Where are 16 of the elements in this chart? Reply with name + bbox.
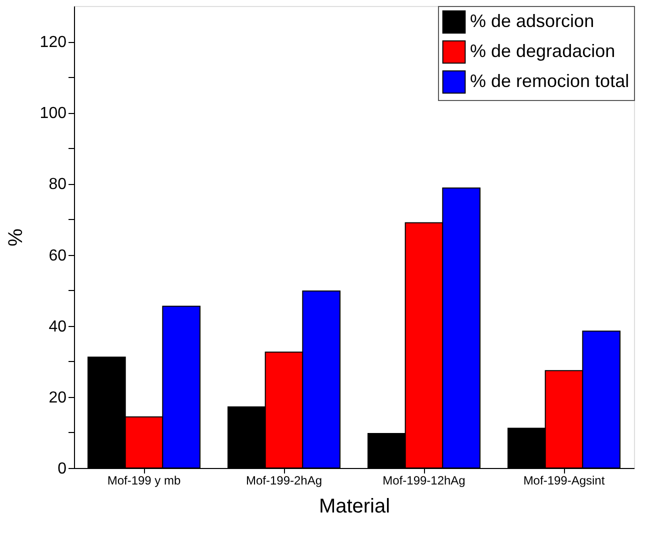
x-tick-label: Mof-199-12hAg [382,474,466,488]
x-tick-label: Mof-199-2hAg [246,474,322,488]
y-tick-label: 100 [40,105,67,122]
y-axis-title: % [4,228,27,246]
y-tick-label: 0 [58,460,67,478]
legend-label: % de remocion total [470,71,630,91]
y-tick-label: 60 [48,247,67,264]
legend-label: % de degradacion [470,41,616,61]
y-tick-label: 80 [48,176,67,194]
x-tick-label: Mof-199 y mb [107,474,182,488]
y-tick-label: 40 [48,318,67,336]
y-tick-label: 20 [48,389,67,406]
y-tick-label: 120 [40,34,67,52]
x-axis-title: Material [318,496,390,518]
legend-label: % de adsorcion [470,11,594,31]
x-tick-label: Mof-199-Agsint [523,474,606,488]
